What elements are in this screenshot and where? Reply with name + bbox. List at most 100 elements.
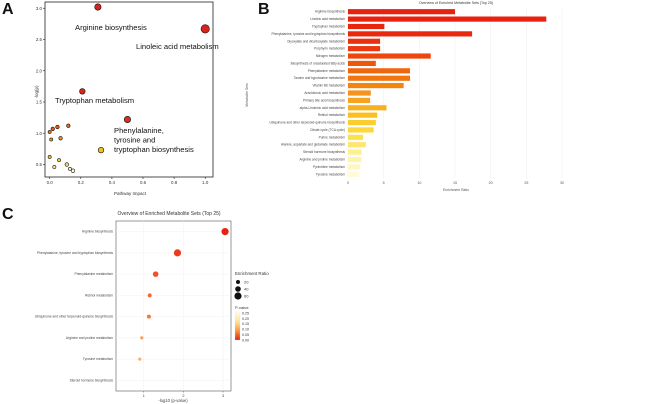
panel-b-category-label: Phenylalanine metabolism [308, 69, 346, 73]
panel-c-x-axis-label: -log10 (p-value) [158, 398, 188, 403]
panel-b-bar [348, 53, 431, 59]
panel-c-category-label: Arginine biosynthesis [82, 230, 114, 234]
panel-c-data-point [146, 314, 151, 319]
panel-b-bar [348, 112, 378, 118]
panel-a-y-tick-label: 3.0 [36, 6, 43, 11]
panel-b-category-label: Porphyrin metabolism [314, 47, 345, 51]
panel-b-x-tick-label: 10 [417, 181, 421, 185]
panel-a-data-point [200, 24, 210, 34]
panel-b-category-label: Arginine biosynthesis [315, 10, 346, 14]
panel-b-bar [348, 142, 366, 148]
panel-b-bar [348, 38, 381, 44]
legend-size-label: 40 [244, 287, 249, 292]
panel-b-category-label: Arginine and proline metabolism [299, 158, 345, 162]
panel-c-data-point [152, 271, 159, 277]
panel-b-category-label: Primary bile acid biosynthesis [303, 98, 345, 102]
panel-a-data-point [123, 116, 131, 124]
panel-b-bar [348, 23, 385, 30]
legend-size-label: 60 [244, 294, 249, 299]
panel-a-point-label: Arginine biosynthesis [75, 23, 147, 32]
panel-b-category-label: Biosynthesis of unsaturated fatty acids [291, 61, 346, 65]
panel-b-bar [348, 127, 374, 133]
panel-b-category-label: Citrate cycle (TCA cycle) [310, 128, 345, 132]
panel-a-scatter: -log(p) Pathway Impact 0.0 0.2 0.4 0.6 0.8 1.… [34, 1, 219, 196]
panel-b-category-label: Steroid hormone biosynthesis [303, 150, 345, 154]
panel-b-bar [348, 75, 411, 81]
panel-b-bar [348, 16, 547, 22]
panel-b-category-label: Vitamin B6 metabolism [312, 84, 345, 88]
panel-b-x-axis-label: Enrichment Ratio [443, 188, 469, 192]
panel-b-bar [348, 134, 363, 140]
panel-b-category-label: Nitrogen metabolism [316, 54, 346, 58]
panel-b-y-axis-label: Metabolite Sets [245, 83, 249, 107]
panel-c-category-label: Ubiquinone and other terpenoid-quinone b… [35, 315, 113, 319]
panel-a-x-axis-label: Pathway Impact [114, 191, 147, 196]
panel-b-bar [348, 46, 381, 52]
panel-b-x-tick-label: 5 [383, 181, 385, 185]
panel-b-bar [348, 149, 362, 155]
panel-b-bar [348, 105, 387, 111]
panel-b-bar-chart: Overview of Enriched Metabolite Sets (To… [245, 1, 564, 192]
panel-a-y-tick-label: 2.0 [36, 68, 43, 73]
panel-c-data-point [140, 336, 144, 340]
panel-c-x-tick-label: 1 [143, 394, 145, 398]
panel-a-data-point [49, 137, 54, 142]
panel-a-point-label: Linoleic acid metabolism [136, 42, 219, 51]
panel-b-category-label: Retinol metabolism [318, 113, 345, 117]
legend-color-label: 0.15 [242, 322, 249, 326]
panel-a-plot-frame [44, 1, 214, 178]
panel-c-data-point [221, 228, 229, 236]
panel-c-x-tick-label: 2 [182, 394, 184, 398]
panel-a-point-label: Tryptophan metabolism [55, 96, 134, 105]
panel-a-y-tick-label: 1.5 [36, 100, 43, 105]
panel-a-x-tick-label: 0.0 [47, 180, 54, 185]
panel-b-bar [348, 83, 404, 89]
panel-a-data-point [47, 155, 52, 159]
panel-b-category-label: alpha-Linolenic acid metabolism [300, 106, 346, 110]
panel-b-category-label: Arachidonic acid metabolism [304, 91, 345, 95]
panel-b-bar [348, 90, 371, 96]
panel-a-data-point [52, 165, 57, 169]
panel-a-data-point [66, 123, 71, 128]
panel-c-category-label: Arginine and proline metabolism [66, 336, 113, 340]
panel-a-data-point [94, 3, 102, 11]
panel-b-bar [348, 156, 362, 163]
legend-color-bar [234, 311, 241, 341]
panel-b-bar [348, 60, 376, 67]
panel-label-a: A [2, 1, 14, 18]
panel-a-data-point [50, 126, 55, 131]
panel-c-x-tick-label: 3 [222, 394, 224, 398]
panel-b-x-tick-label: 25 [524, 181, 528, 185]
panel-c-data-point [147, 293, 152, 298]
panel-b-x-tick-label: 15 [453, 181, 457, 185]
panel-b-category-label: Alanine, aspartate and glutamate metabol… [281, 143, 345, 147]
panel-a-y-tick-label: 0.5 [36, 162, 43, 167]
legend-size-label: 20 [244, 280, 249, 285]
panel-b-x-tick-label: 20 [489, 181, 493, 185]
panel-c-legend: Enrichment Ratio P-value 20 40 60 0.25 0.20… [234, 271, 269, 342]
panel-label-c: C [2, 206, 14, 223]
panel-b-bar [348, 164, 361, 170]
panel-a-data-point [55, 124, 60, 130]
legend-size-dot [236, 280, 240, 284]
panel-c-data-point [173, 249, 182, 257]
panel-c-title: Overview of Enriched Metabolite Sets (To… [117, 211, 220, 217]
panel-a-x-tick-label: 0.6 [140, 180, 147, 185]
panel-a-data-point [64, 162, 69, 167]
panel-c-category-label: Phenylalanine, tyrosine and tryptophan b… [37, 251, 113, 255]
panel-b-bar [348, 9, 455, 15]
panel-b-bar [348, 68, 411, 74]
panel-b-bar [348, 97, 371, 103]
panel-a-x-tick-label: 1.0 [202, 180, 209, 185]
panel-c-category-label: Phenylalanine metabolism [75, 272, 114, 276]
panel-a-y-tick-label: 1.0 [36, 131, 43, 136]
panel-a-data-point [97, 147, 105, 154]
panel-b-category-label: Glyoxylate and dicarboxylate metabolism [287, 39, 345, 43]
panel-b-title: Overview of Enriched Metabolite Sets (To… [419, 1, 493, 5]
panel-a-y-tick-label: 2.5 [36, 37, 43, 42]
legend-color-label: 0.20 [242, 317, 249, 321]
panel-b-category-label: Ubiquinone and other terpenoid-quinone b… [270, 121, 346, 125]
legend-color-title: P-value [235, 305, 249, 310]
panel-b-x-tick-label: 30 [560, 181, 564, 185]
